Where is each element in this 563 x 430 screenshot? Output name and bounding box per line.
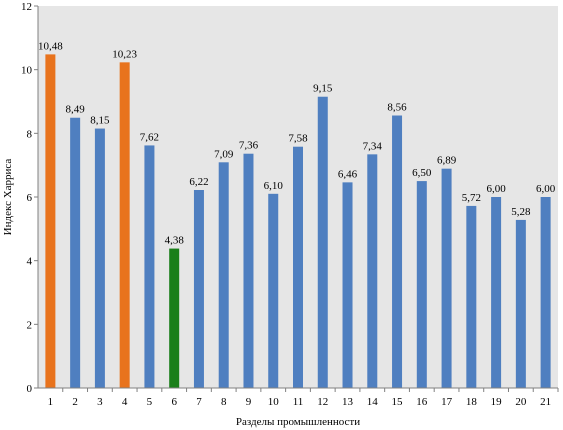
data-label: 6,00	[536, 183, 556, 195]
y-tick-label: 8	[27, 128, 33, 140]
data-label: 6,00	[486, 183, 506, 195]
x-tick-label: 18	[466, 396, 478, 408]
data-label: 6,89	[437, 155, 457, 167]
y-tick-label: 10	[21, 65, 33, 77]
x-tick-label: 10	[268, 396, 280, 408]
x-tick-label: 14	[367, 396, 379, 408]
data-label: 5,28	[511, 206, 531, 218]
data-label: 5,72	[462, 192, 481, 204]
bar-8	[218, 162, 229, 388]
bar-13	[342, 182, 353, 388]
x-tick-label: 17	[441, 396, 453, 408]
y-tick-label: 12	[21, 1, 32, 13]
data-label: 6,22	[189, 176, 208, 188]
data-label: 8,49	[66, 104, 86, 116]
bar-11	[293, 146, 303, 388]
data-label: 7,58	[288, 133, 308, 145]
bar-12	[317, 96, 328, 388]
x-tick-label: 19	[491, 396, 503, 408]
y-tick-label: 2	[27, 319, 33, 331]
x-tick-label: 4	[122, 396, 128, 408]
bar-10	[268, 193, 279, 388]
x-tick-label: 11	[293, 396, 304, 408]
x-tick-label: 9	[246, 396, 252, 408]
bar-19	[491, 197, 502, 388]
bar-14	[367, 154, 378, 388]
x-tick-label: 1	[48, 396, 54, 408]
bar-21	[540, 197, 551, 388]
bar-6	[169, 248, 180, 388]
data-label: 8,56	[387, 102, 407, 114]
bar-16	[416, 181, 427, 388]
data-labels-group: 10,48 8,49 8,15 10,23 7,62 4,38 6,22 7,09 7,36 6,…	[38, 40, 556, 246]
data-label: 7,09	[214, 148, 234, 160]
data-label: 7,34	[363, 140, 383, 152]
y-axis-title: Индекс Харриса	[2, 159, 14, 236]
bar-3	[94, 128, 105, 388]
bar-5	[144, 145, 155, 388]
bars-group	[45, 54, 551, 389]
x-tick-label: 13	[342, 396, 354, 408]
bar-1	[45, 54, 56, 389]
data-label: 10,23	[112, 48, 137, 60]
data-label: 7,36	[239, 140, 259, 152]
data-label: 6,50	[412, 167, 432, 179]
y-ticks-group: 0 2 4 6 8 10 12	[21, 1, 38, 395]
x-tick-label: 20	[515, 396, 527, 408]
data-label: 8,15	[90, 115, 110, 127]
data-label: 4,38	[165, 235, 185, 247]
data-label: 10,48	[38, 40, 63, 52]
x-tick-label: 3	[97, 396, 103, 408]
x-tick-label: 8	[221, 396, 227, 408]
x-ticks-group: 1 2 3 4 5 6 7 8 9 10 11 12 13 14 15 16 17 18 19 20 21	[48, 388, 559, 408]
bar-15	[392, 115, 403, 389]
x-axis-title: Разделы промышленности	[236, 416, 360, 428]
data-label: 6,46	[338, 168, 358, 180]
bar-20	[515, 219, 526, 388]
data-label: 7,62	[140, 131, 159, 143]
x-tick-label: 7	[196, 396, 202, 408]
bar-7	[193, 189, 204, 388]
x-tick-label: 5	[147, 396, 153, 408]
data-label: 9,15	[313, 83, 333, 95]
x-tick-label: 6	[171, 396, 177, 408]
x-tick-label: 12	[317, 396, 328, 408]
bar-18	[466, 205, 477, 388]
data-label: 6,10	[264, 180, 284, 192]
y-tick-label: 6	[27, 192, 33, 204]
y-tick-label: 0	[27, 383, 33, 395]
bar-4	[119, 62, 130, 388]
bar-17	[441, 168, 452, 388]
x-tick-label: 2	[72, 396, 78, 408]
x-tick-label: 16	[416, 396, 428, 408]
y-tick-label: 4	[27, 256, 33, 268]
bar-2	[70, 117, 81, 389]
x-tick-label: 15	[392, 396, 404, 408]
bar-9	[243, 153, 254, 388]
x-tick-label: 21	[540, 396, 551, 408]
